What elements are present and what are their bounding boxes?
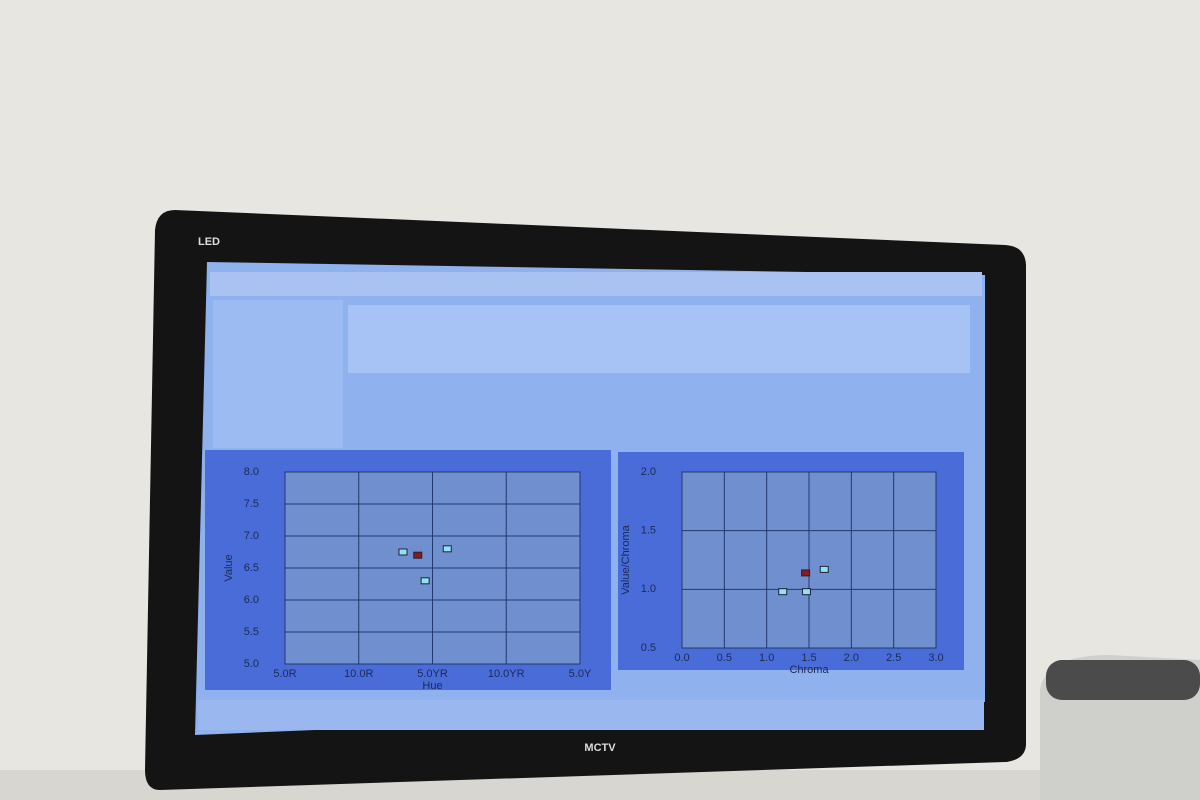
point [778,588,788,596]
data-table [348,305,970,373]
point [420,577,430,585]
point [801,569,811,577]
point [398,548,408,556]
y-tick-label: 7.5 [244,498,259,510]
x-tick-label: 1.5 [801,652,816,664]
x-tick-label: 0.0 [674,652,689,664]
y-tick-label: 1.5 [641,525,656,537]
y-tick-label: 2.0 [641,466,656,478]
x-tick-label: 5.0R [273,668,296,680]
point [442,545,452,553]
y-tick-label: 1.0 [641,583,656,595]
y-tick-label: 7.0 [244,530,259,542]
taskbar [198,700,984,730]
x-tick-label: 3.0 [928,652,943,664]
x-tick-label: 5.0Y [569,668,592,680]
point [819,565,829,573]
y-axis-label: Value [223,554,235,581]
x-tick-label: 10.0R [344,668,373,680]
x-tick-label: 5.0YR [417,668,448,680]
y-tick-label: 8.0 [244,466,259,478]
y-tick-label: 5.5 [244,626,259,638]
tree-panel [213,300,343,448]
device-top [1046,660,1200,700]
x-tick-label: 0.5 [717,652,732,664]
x-tick-label: 10.0YR [488,668,525,680]
brand-logo: LED [198,236,220,248]
model-logo: MCTV [584,742,616,754]
y-tick-label: 0.5 [641,642,656,654]
y-tick-label: 6.0 [244,594,259,606]
x-axis-label: Hue [422,680,442,692]
point [413,551,423,559]
point [801,588,811,596]
y-tick-label: 5.0 [244,658,259,670]
x-axis-label: Chroma [789,664,829,676]
x-tick-label: 2.0 [844,652,859,664]
x-tick-label: 1.0 [759,652,774,664]
menu-toolbar [210,272,982,296]
y-axis-label: Value/Chroma [620,524,632,594]
charts: 5.0 5.5 6.0 6.5 7.0 7.5 8.0 5.0R 10.0R 5.0YR 10.0Y… [223,466,944,692]
x-tick-label: 2.5 [886,652,901,664]
y-tick-label: 6.5 [244,562,259,574]
